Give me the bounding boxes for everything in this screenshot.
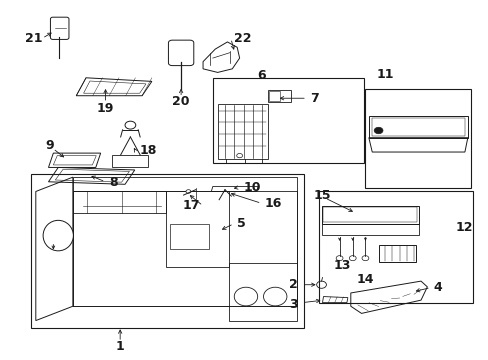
Circle shape: [335, 256, 342, 261]
Text: 14: 14: [356, 273, 373, 286]
Bar: [267, 90, 291, 102]
Bar: [31, 174, 304, 328]
Text: 3: 3: [289, 298, 298, 311]
Bar: [268, 91, 279, 101]
FancyBboxPatch shape: [50, 17, 69, 40]
FancyBboxPatch shape: [168, 40, 193, 66]
Bar: [318, 192, 472, 303]
Circle shape: [185, 190, 190, 193]
Text: 19: 19: [97, 102, 114, 115]
Text: 16: 16: [264, 197, 282, 210]
Text: 15: 15: [313, 189, 330, 202]
Bar: [212, 78, 363, 163]
Text: 22: 22: [233, 32, 251, 45]
Ellipse shape: [263, 287, 286, 306]
Text: 1: 1: [116, 340, 124, 353]
Circle shape: [373, 127, 382, 134]
Text: 21: 21: [25, 32, 42, 45]
Text: 11: 11: [375, 68, 393, 81]
Ellipse shape: [234, 287, 257, 306]
Text: 13: 13: [333, 259, 350, 272]
Text: 12: 12: [454, 221, 472, 234]
Ellipse shape: [43, 220, 73, 251]
Text: 20: 20: [172, 95, 189, 108]
Text: 7: 7: [310, 92, 319, 105]
Bar: [365, 89, 470, 188]
Circle shape: [361, 256, 368, 261]
Text: 10: 10: [243, 181, 261, 194]
Text: 4: 4: [433, 281, 442, 294]
Text: 2: 2: [289, 278, 298, 291]
Text: 6: 6: [257, 69, 265, 82]
Text: 9: 9: [45, 139, 54, 152]
Circle shape: [348, 256, 355, 261]
Circle shape: [316, 281, 326, 288]
Text: 5: 5: [237, 216, 245, 230]
Circle shape: [236, 153, 242, 158]
Text: 8: 8: [109, 176, 117, 189]
Ellipse shape: [125, 121, 136, 129]
Text: 17: 17: [182, 199, 199, 212]
Text: 18: 18: [140, 144, 157, 157]
